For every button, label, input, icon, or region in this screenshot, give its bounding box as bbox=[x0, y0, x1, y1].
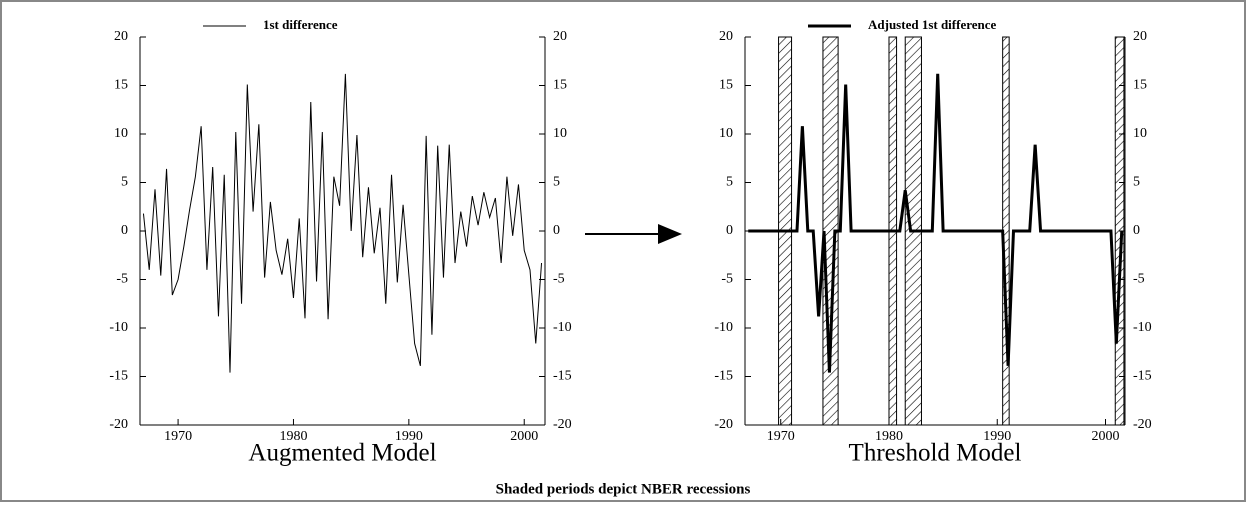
x-tick-label: 1980 bbox=[875, 429, 903, 444]
y-tick-label: -10 bbox=[109, 320, 128, 335]
y2-tick-label: -5 bbox=[1133, 272, 1145, 287]
legend-label: 1st difference bbox=[263, 17, 338, 32]
y2-tick-label: 15 bbox=[553, 78, 567, 93]
y2-tick-label: -10 bbox=[1133, 320, 1152, 335]
y2-tick-label: -20 bbox=[1133, 417, 1152, 432]
y-tick-label: 15 bbox=[719, 78, 733, 93]
y2-tick-label: -15 bbox=[1133, 369, 1152, 384]
y-tick-label: -5 bbox=[721, 272, 733, 287]
y-tick-label: -10 bbox=[714, 320, 733, 335]
x-tick-label: 1970 bbox=[767, 429, 795, 444]
x-tick-label: 1980 bbox=[279, 429, 307, 444]
y-tick-label: 10 bbox=[114, 126, 128, 141]
y-tick-label: 15 bbox=[114, 78, 128, 93]
y-tick-label: -15 bbox=[109, 369, 128, 384]
y-tick-label: -20 bbox=[714, 417, 733, 432]
data-line bbox=[142, 73, 543, 373]
y-tick-label: 0 bbox=[726, 223, 733, 238]
x-tick-label: 2000 bbox=[1092, 429, 1120, 444]
y2-tick-label: -15 bbox=[553, 369, 572, 384]
y-tick-label: -20 bbox=[109, 417, 128, 432]
y-tick-label: 0 bbox=[121, 223, 128, 238]
y-tick-label: -15 bbox=[714, 369, 733, 384]
y2-tick-label: 15 bbox=[1133, 78, 1147, 93]
x-tick-label: 2000 bbox=[510, 429, 538, 444]
y2-tick-label: 20 bbox=[1133, 29, 1147, 44]
data-line bbox=[748, 73, 1124, 373]
y2-tick-label: -20 bbox=[553, 417, 572, 432]
y-tick-label: 5 bbox=[121, 175, 128, 190]
y-tick-label: 20 bbox=[719, 29, 733, 44]
x-tick-label: 1990 bbox=[983, 429, 1011, 444]
y2-tick-label: -5 bbox=[553, 272, 565, 287]
y2-tick-label: 5 bbox=[1133, 175, 1140, 190]
y2-tick-label: 0 bbox=[553, 223, 560, 238]
y-tick-label: 5 bbox=[726, 175, 733, 190]
y2-tick-label: 5 bbox=[553, 175, 560, 190]
y2-tick-label: 10 bbox=[553, 126, 567, 141]
y-tick-label: -5 bbox=[116, 272, 128, 287]
y2-tick-label: 10 bbox=[1133, 126, 1147, 141]
caption: Shaded periods depict NBER recessions bbox=[496, 481, 751, 497]
x-axis-label: Augmented Model bbox=[248, 440, 436, 467]
x-tick-label: 1990 bbox=[395, 429, 423, 444]
x-tick-label: 1970 bbox=[164, 429, 192, 444]
y-tick-label: 20 bbox=[114, 29, 128, 44]
x-axis-label: Threshold Model bbox=[849, 440, 1022, 467]
y2-tick-label: -10 bbox=[553, 320, 572, 335]
legend-label: Adjusted 1st difference bbox=[868, 17, 997, 32]
arrow-head bbox=[658, 224, 682, 244]
y2-tick-label: 20 bbox=[553, 29, 567, 44]
y-tick-label: 10 bbox=[719, 126, 733, 141]
y2-tick-label: 0 bbox=[1133, 223, 1140, 238]
